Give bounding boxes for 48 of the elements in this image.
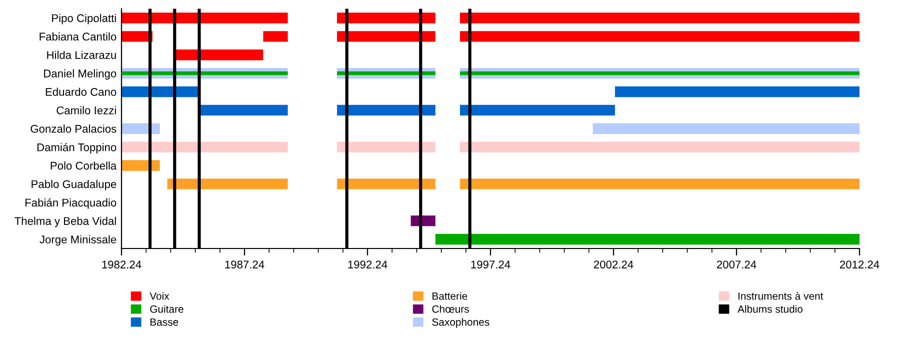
y-tick-label: Camilo Iezzi [56,106,116,114]
bar [122,142,288,152]
bar [122,12,288,24]
bar [614,86,860,98]
x-tick-label: 2002.24 [594,260,634,268]
x-tick-label: 1997.24 [471,260,510,268]
bar [460,12,860,24]
legend-label: Guitare [150,305,184,313]
bar [122,160,160,171]
y-tick-label: Thelma y Beba Vidal [14,216,116,228]
x-tick-label: 1982.24 [102,260,142,268]
legend-label: Voix [150,292,170,300]
y-tick-label: Jorge Minissale [40,235,116,246]
bar [592,123,860,134]
bar [263,31,288,42]
y-tick-label: Fabiana Cantilo [40,32,116,41]
legend-label: Albums studio [738,305,803,313]
bar [336,31,436,42]
bar [460,104,615,116]
legend-label: Instruments à vent [738,292,824,300]
x-tick-label: 2007.24 [716,260,756,268]
legend-label: Chœurs [432,305,469,313]
legend-label: Basse [150,318,178,326]
x-tick-label: 1992.24 [348,260,388,268]
y-tick-label: Pablo Guadalupe [32,180,116,190]
bar [460,142,860,152]
y-tick-label: Eduardo Cano [46,88,116,96]
bar [122,123,160,134]
bar [460,178,860,190]
legend-label: Saxophones [432,318,490,328]
bar [199,104,288,116]
bar [460,31,860,42]
y-tick-label: Polo Corbella [50,161,117,170]
x-tick-label: 2012.24 [840,260,880,268]
legend-label: Batterie [432,292,468,300]
bar [460,71,860,76]
x-tick-label: 1987.24 [225,260,264,268]
bar [336,142,436,152]
bar [122,31,152,42]
y-tick-label: Fabián Piacquadio [26,198,116,209]
y-tick-label: Gonzalo Palacios [30,124,116,133]
bar [167,178,288,190]
bar [336,178,436,190]
y-tick-label: Daniel Melingo [44,69,116,80]
y-tick-label: Pipo Cipolatti [52,14,116,24]
y-tick-label: Damián Toppino [37,142,116,154]
bar [174,50,264,60]
y-tick-label: Hilda Lizarazu [47,50,116,59]
